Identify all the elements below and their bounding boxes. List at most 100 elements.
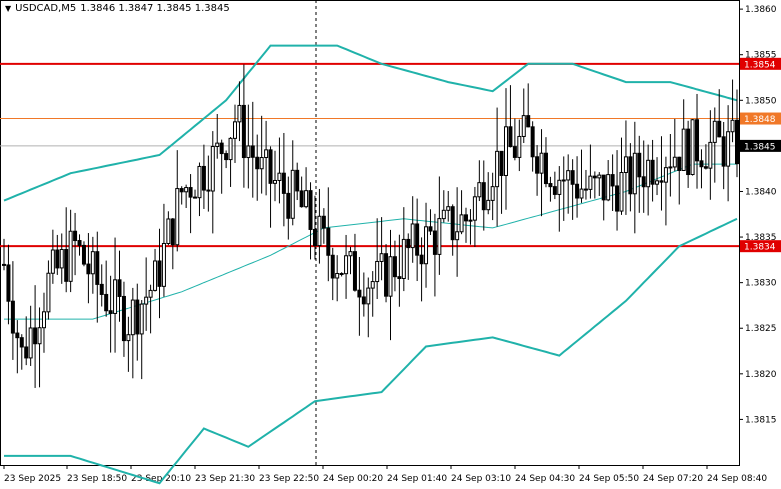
candle-body — [233, 121, 238, 139]
candle-body — [250, 145, 255, 158]
candle-body — [695, 119, 700, 162]
candle-body — [370, 281, 375, 289]
y-tick-label: 1.3815 — [745, 415, 777, 425]
candle-body — [486, 199, 491, 211]
candle-body — [28, 327, 33, 359]
candle-body — [224, 153, 229, 161]
candle-body — [24, 346, 29, 359]
candle-body — [348, 251, 353, 257]
level-tag-1.3848-box — [740, 112, 781, 125]
y-tick-label: 1.3825 — [745, 324, 777, 334]
y-tick-label: 1.3855 — [745, 51, 777, 61]
candle-body — [10, 300, 15, 334]
candle-body — [166, 218, 171, 244]
candle-body — [228, 137, 233, 161]
candle-body — [655, 180, 660, 185]
candle-body — [113, 279, 118, 314]
candle-body — [712, 120, 717, 143]
candle-body — [615, 185, 620, 212]
candle-body — [184, 187, 189, 193]
candle-body — [499, 150, 504, 176]
candle-body — [86, 263, 91, 275]
candle-body — [81, 244, 86, 265]
level-tag-1.3854-box — [740, 57, 781, 70]
x-tick-label: 24 Sep 08:40 — [707, 474, 767, 484]
candle-body — [117, 279, 122, 297]
candle-body — [68, 230, 73, 282]
candle-body — [650, 159, 655, 185]
candle-body — [286, 192, 291, 219]
candle-body — [432, 230, 437, 255]
candle-body — [344, 255, 349, 275]
candle-body — [601, 174, 606, 201]
candle-body — [59, 248, 64, 269]
candle-body — [139, 303, 144, 335]
menu-triangle-icon[interactable]: ▼ — [5, 4, 12, 13]
x-tick-label: 24 Sep 00:20 — [323, 474, 383, 484]
x-tick-label: 24 Sep 05:50 — [579, 474, 639, 484]
candle-body — [148, 289, 153, 298]
candle-body — [317, 215, 322, 247]
candle-body — [726, 131, 731, 167]
candle-body — [397, 276, 402, 279]
candle-body — [606, 174, 611, 201]
x-tick-label: 23 Sep 18:50 — [67, 474, 127, 484]
candle-body — [175, 188, 180, 246]
candle-body — [161, 242, 166, 287]
candle-body — [290, 169, 295, 219]
candle-body — [375, 260, 380, 283]
candle-body — [6, 264, 11, 302]
candle-body — [552, 186, 557, 195]
bollinger-lower — [4, 217, 738, 485]
candle-body — [19, 337, 24, 348]
level-tag-1.3854: 1.3854 — [744, 60, 776, 70]
candle-body — [495, 150, 500, 188]
y-tick-label: 1.3850 — [745, 96, 777, 106]
y-tick-label: 1.3820 — [745, 370, 777, 380]
candle-body — [699, 160, 704, 168]
candle-body — [450, 206, 455, 241]
candle-body — [481, 182, 486, 211]
x-tick-label: 23 Sep 21:30 — [195, 474, 255, 484]
candle-body — [641, 176, 646, 188]
candle-body — [179, 188, 184, 193]
candle-body — [406, 238, 411, 249]
candle-body — [153, 260, 158, 291]
candle-body — [543, 152, 548, 185]
y-tick-label: 1.3835 — [745, 233, 777, 243]
candle-body — [157, 260, 162, 287]
candle-body — [255, 156, 260, 170]
candle-body — [663, 167, 668, 183]
x-tick-label: 24 Sep 01:40 — [387, 474, 447, 484]
candle-body — [570, 170, 575, 185]
candle-body — [668, 166, 673, 169]
candle-body — [610, 174, 615, 187]
candle-body — [55, 249, 60, 269]
candle-body — [503, 126, 508, 176]
candle-body — [126, 334, 131, 342]
candle-body — [130, 299, 135, 336]
level-tag-1.3848: 1.3848 — [744, 115, 776, 125]
candle-body — [201, 165, 206, 191]
candle-body — [708, 141, 713, 169]
candle-body — [459, 214, 464, 233]
candle-body — [579, 188, 584, 199]
candle-body — [512, 146, 517, 158]
candle-body — [352, 251, 357, 291]
candle-body — [95, 251, 100, 285]
candle-body — [144, 296, 149, 305]
candle-body — [441, 209, 446, 220]
candle-body — [437, 218, 442, 255]
candle-body — [490, 186, 495, 201]
bollinger-middle — [4, 163, 737, 320]
candle-body — [264, 149, 269, 159]
candle-body — [272, 179, 277, 184]
candle-body — [15, 332, 20, 339]
candle-body — [592, 175, 597, 179]
x-tick-label: 24 Sep 04:30 — [515, 474, 575, 484]
candle-body — [99, 283, 104, 295]
candle-body — [170, 218, 175, 246]
x-tick-label: 23 Sep 20:10 — [131, 474, 191, 484]
candle-body — [721, 136, 726, 167]
